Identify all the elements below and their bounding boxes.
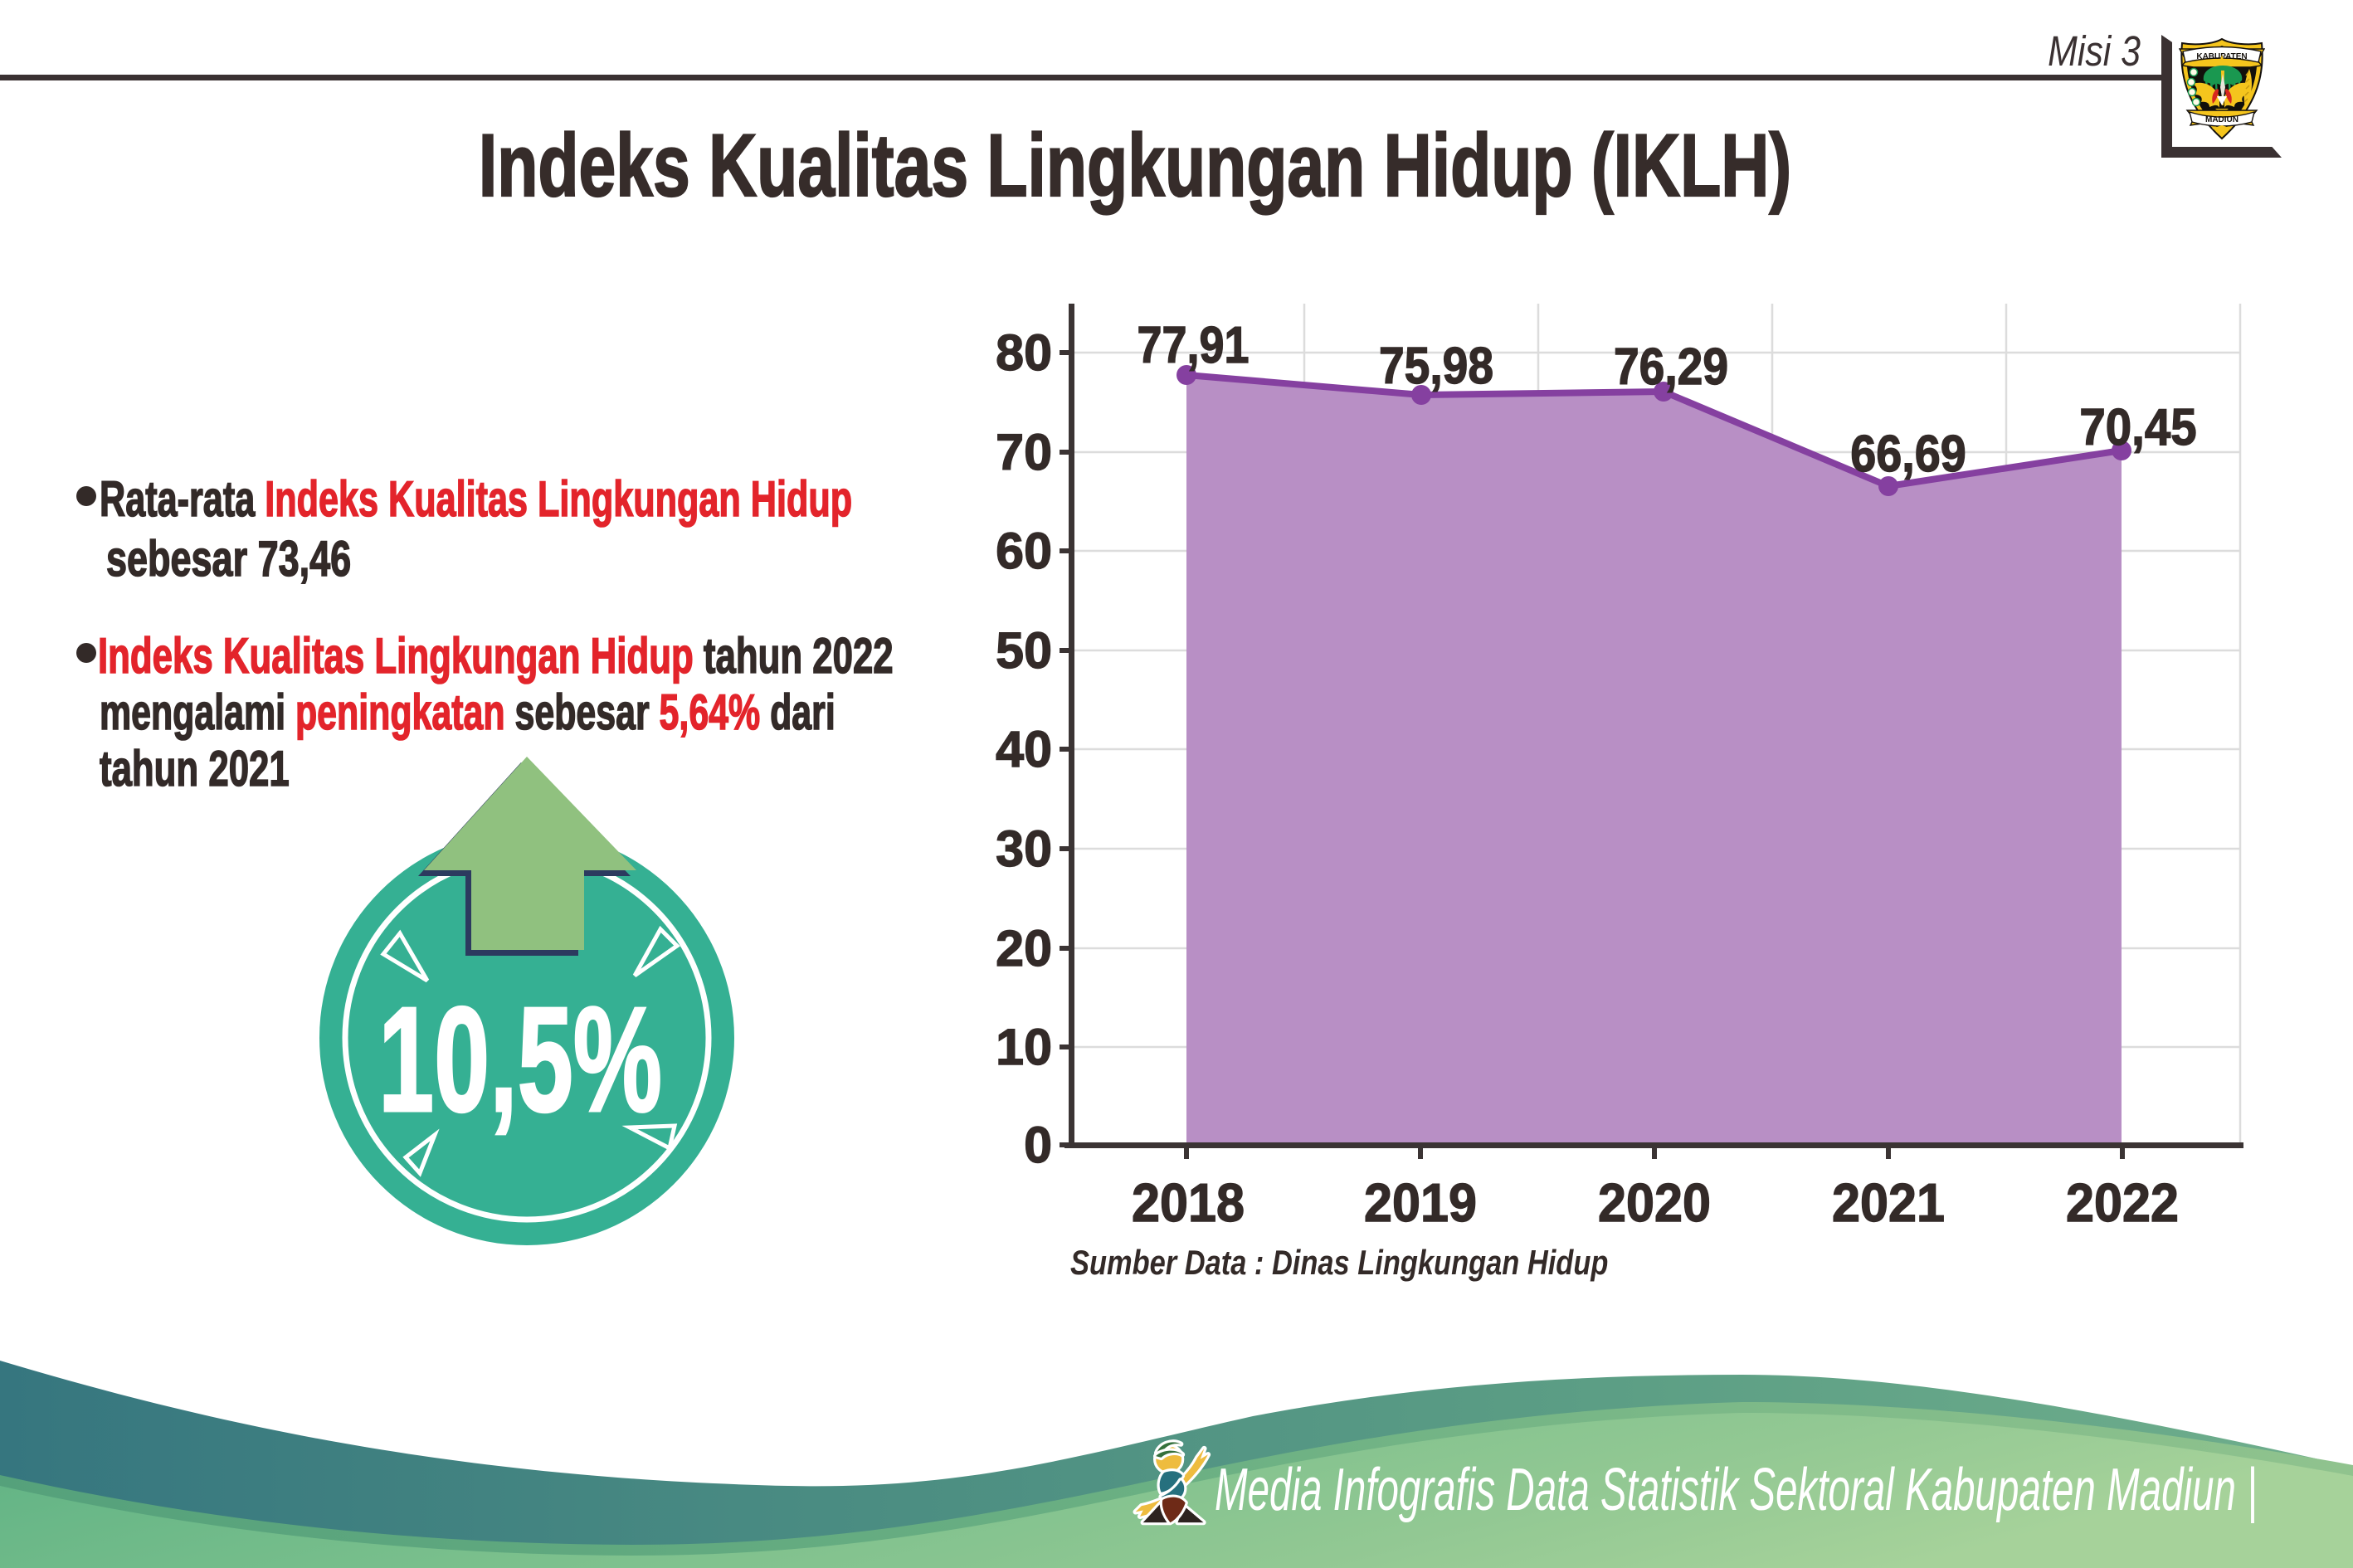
svg-text:Indeks Kualitas Lingkungan Hid: Indeks Kualitas Lingkungan Hidup (IKLH) bbox=[479, 116, 1791, 216]
svg-text:2022: 2022 bbox=[2066, 1173, 2179, 1233]
svg-text:Rata-rata Indeks Kualitas Ling: Rata-rata Indeks Kualitas Lingkungan Hid… bbox=[100, 472, 852, 528]
svg-text:2020: 2020 bbox=[1598, 1173, 1711, 1233]
svg-text:sebesar 73,46: sebesar 73,46 bbox=[106, 532, 351, 587]
svg-text:Indeks Kualitas Lingkungan Hid: Indeks Kualitas Lingkungan Hidup tahun 2… bbox=[98, 628, 894, 684]
svg-text:20: 20 bbox=[996, 920, 1052, 976]
svg-text:66,69: 66,69 bbox=[1850, 426, 1966, 482]
svg-text:mengalami peningkatan sebesar: mengalami peningkatan sebesar 5,64% dari bbox=[100, 685, 835, 741]
svg-text:MADIUN: MADIUN bbox=[2205, 115, 2239, 124]
svg-text:10: 10 bbox=[996, 1019, 1052, 1075]
svg-text:70,45: 70,45 bbox=[2079, 398, 2196, 456]
svg-text:40: 40 bbox=[996, 721, 1052, 777]
svg-text:75,98: 75,98 bbox=[1379, 338, 1493, 395]
svg-text:76,29: 76,29 bbox=[1614, 338, 1728, 396]
svg-text:10,5%: 10,5% bbox=[378, 976, 662, 1143]
svg-text:60: 60 bbox=[996, 523, 1052, 579]
svg-text:2018: 2018 bbox=[1132, 1173, 1245, 1233]
svg-text:Misi 3: Misi 3 bbox=[2048, 27, 2141, 74]
svg-text:0: 0 bbox=[1024, 1117, 1052, 1173]
svg-text:2019: 2019 bbox=[1364, 1173, 1477, 1233]
svg-text:30: 30 bbox=[996, 821, 1052, 877]
svg-text:2021: 2021 bbox=[1832, 1173, 1945, 1233]
svg-text:50: 50 bbox=[996, 622, 1052, 679]
svg-text:80: 80 bbox=[996, 324, 1052, 381]
svg-text:tahun 2021: tahun 2021 bbox=[100, 741, 290, 796]
svg-text:Media Infografis Data Statisti: Media Infografis Data Statistik Sektoral… bbox=[1215, 1456, 2257, 1523]
svg-text:77,91: 77,91 bbox=[1138, 317, 1250, 374]
svg-text:70: 70 bbox=[996, 424, 1052, 480]
svg-text:Sumber Data : Dinas Lingkungan: Sumber Data : Dinas Lingkungan Hidup bbox=[1070, 1244, 1608, 1283]
